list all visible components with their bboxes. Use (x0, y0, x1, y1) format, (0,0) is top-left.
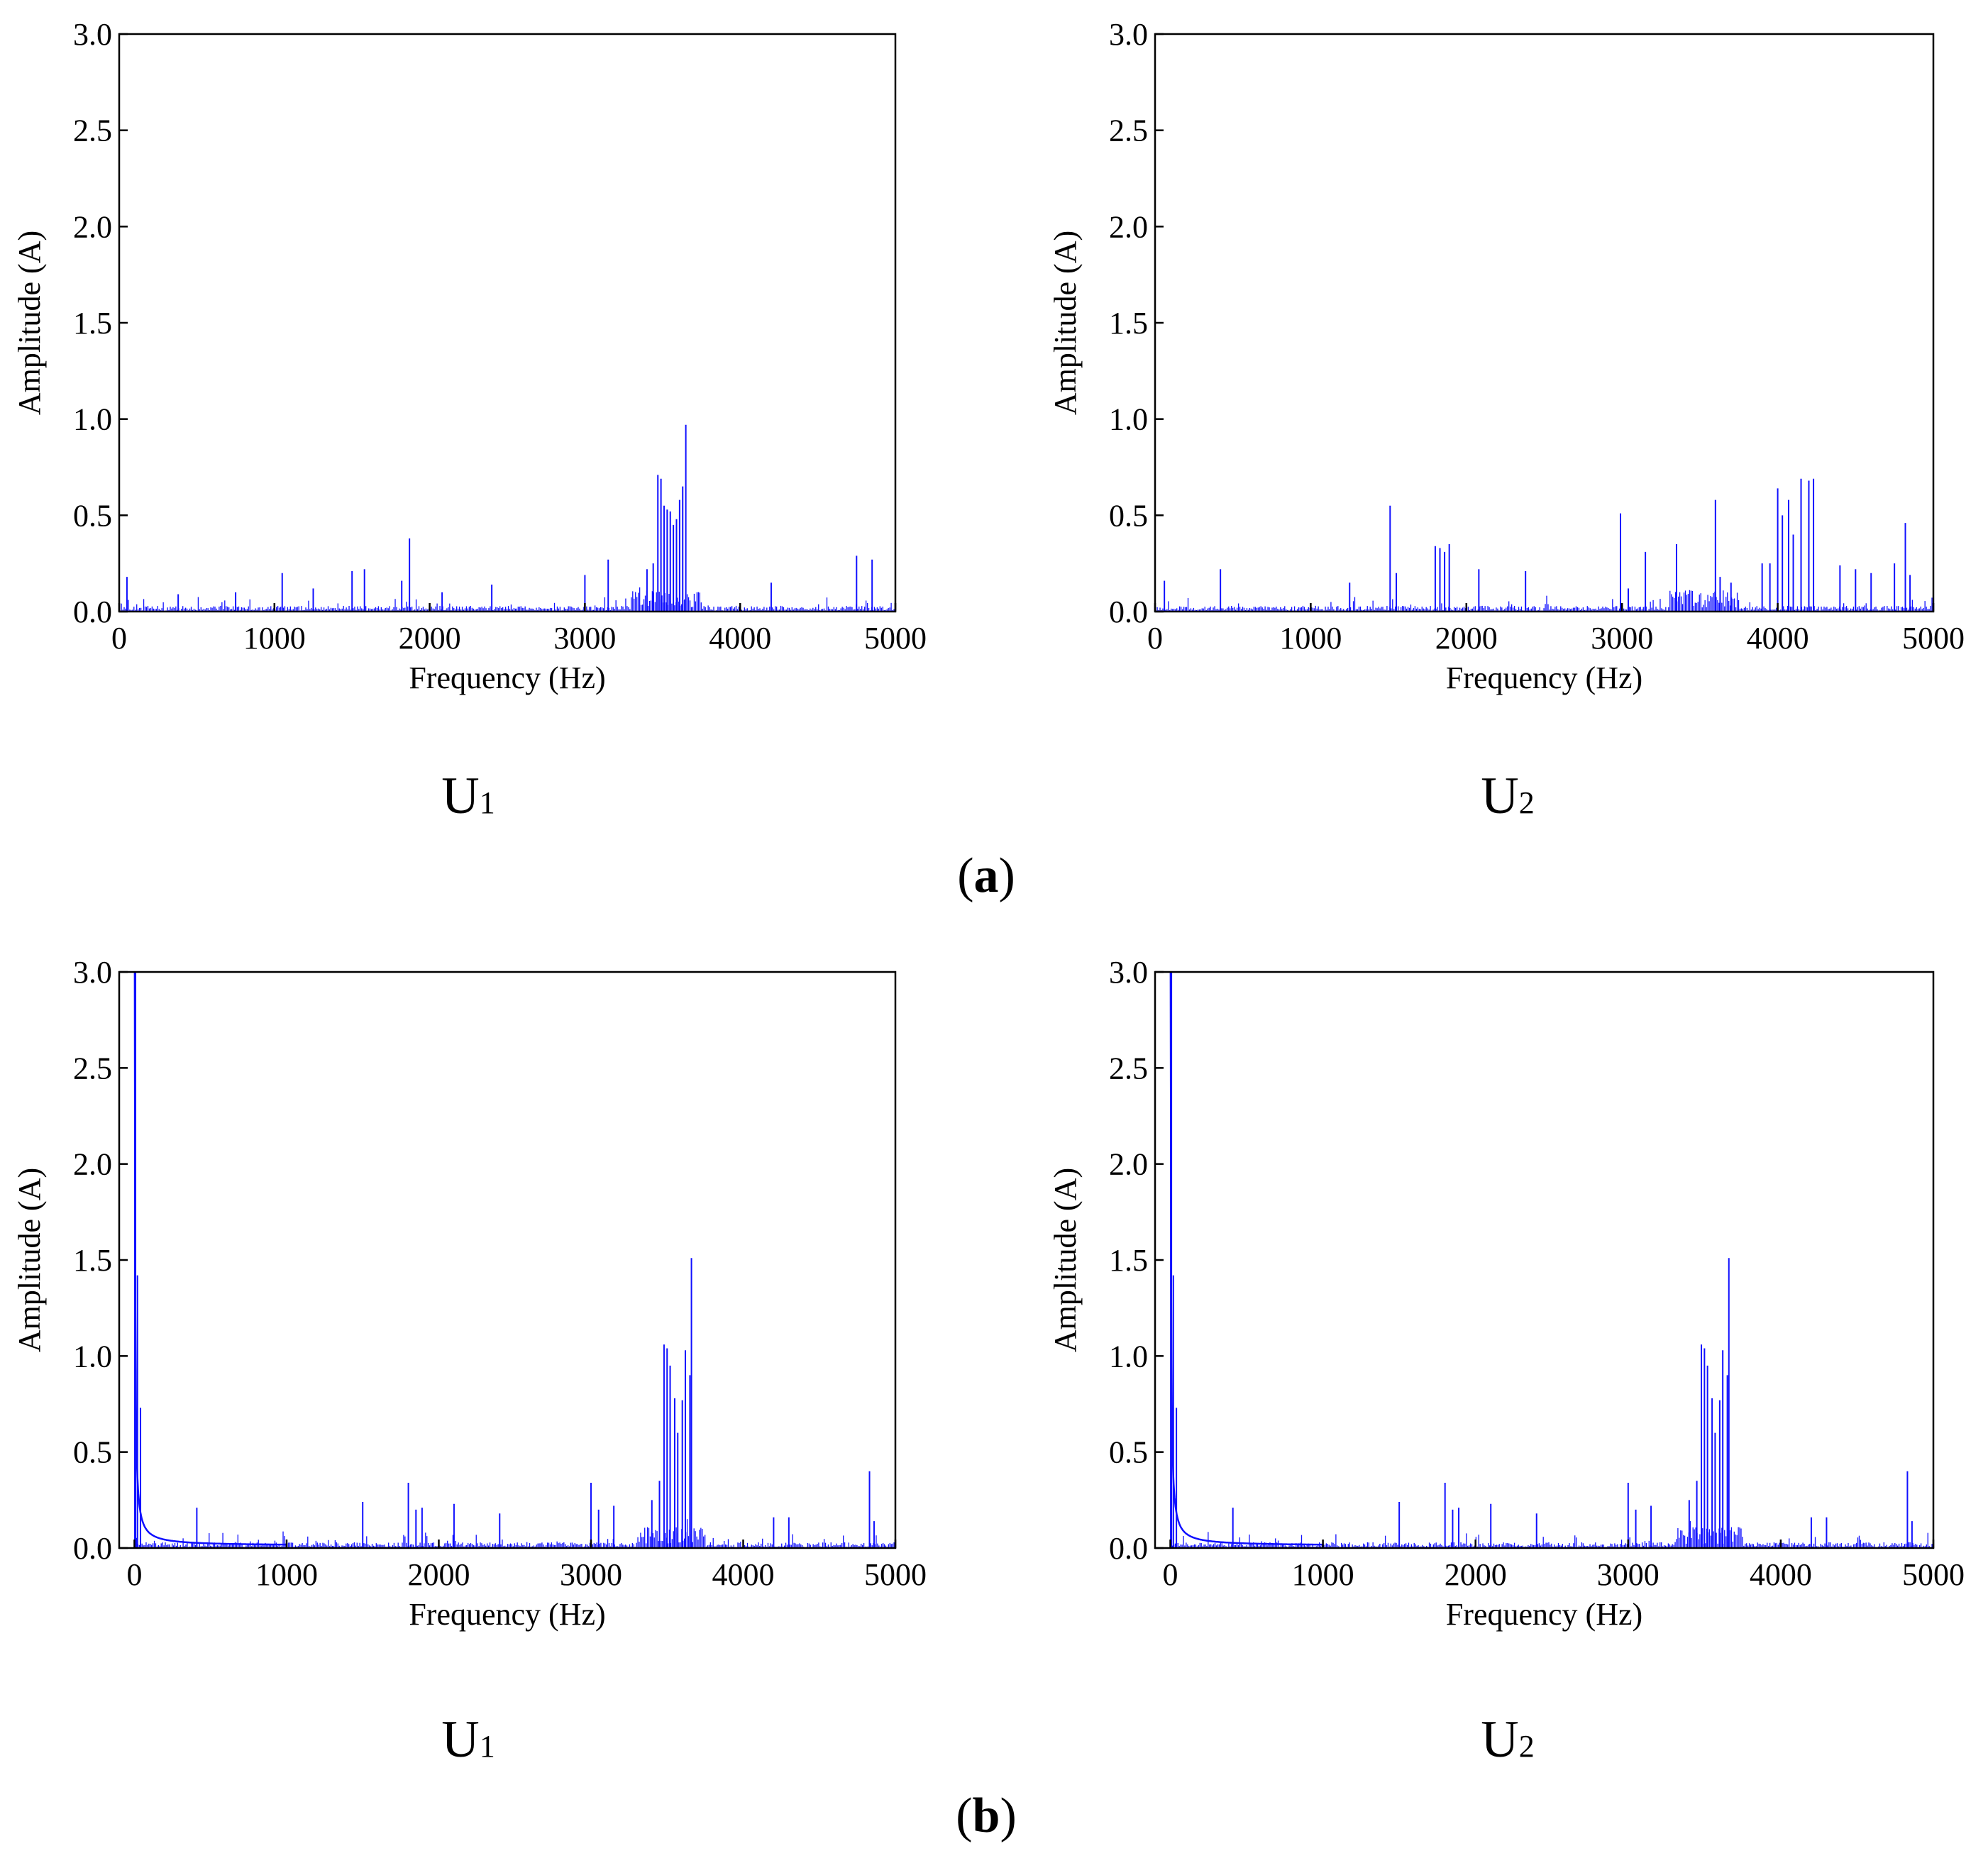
caption-a-u2-main: U (1481, 767, 1519, 825)
x-tick-label: 1000 (243, 621, 306, 656)
caption-b-u1-main: U (441, 1711, 480, 1769)
panel-a-open: ( (957, 849, 974, 903)
x-tick-label: 3000 (1597, 1557, 1660, 1592)
x-tick-label: 0 (111, 621, 127, 656)
x-axis-label: Frequency (Hz) (409, 661, 605, 695)
y-axis-label: Amplitude (A) (1048, 1168, 1083, 1352)
panel-a-close: ) (998, 849, 1015, 903)
plot-frame (1154, 33, 1935, 613)
caption-b-u1: U1 (362, 1710, 575, 1770)
x-axis-label: Frequency (Hz) (1446, 661, 1642, 695)
dc-decay-curve (133, 971, 287, 1546)
x-tick-label: 0 (1163, 1557, 1178, 1592)
caption-b-u2: U2 (1401, 1710, 1614, 1770)
y-tick-label: 2.5 (73, 114, 112, 148)
plot-frame (118, 971, 897, 1549)
caption-a-u2-sub: 2 (1518, 785, 1535, 820)
x-tick-label: 4000 (1750, 1557, 1812, 1592)
y-tick-label: 2.5 (1109, 1051, 1148, 1085)
y-tick-label: 1.0 (73, 1339, 112, 1374)
panel-label-a: (a) (880, 848, 1093, 905)
y-tick-label: 0.0 (73, 1531, 112, 1566)
x-tick-label: 5000 (1902, 621, 1965, 656)
chart-b-u2: 0.0 0.5 1.0 1.5 2.0 2.5 3.0 0 1000 2000 3000 4000 50… (1048, 955, 1965, 1632)
caption-b-u2-main: U (1481, 1711, 1519, 1769)
chart-a-u1: 0.0 0.5 1.0 1.5 2.0 2.5 3.0 0 1000 2000 3000 4000 50… (12, 17, 927, 695)
y-tick-label: 1.5 (1109, 1243, 1148, 1278)
x-tick-label: 4000 (709, 621, 771, 656)
y-tick-label: 2.0 (1109, 209, 1148, 244)
y-tick-label: 0.5 (1109, 1435, 1148, 1470)
x-tick-label: 5000 (864, 621, 927, 656)
plot-frame (1154, 971, 1935, 1549)
x-tick-label: 2000 (1445, 1557, 1507, 1592)
y-tick-label: 0.5 (1109, 498, 1148, 533)
y-tick-label: 2.5 (73, 1051, 112, 1085)
spectrum-peaks (136, 1258, 875, 1548)
y-tick-label: 3.0 (1109, 955, 1148, 990)
y-tick-label: 2.5 (1109, 114, 1148, 148)
x-tick-label: 4000 (1747, 621, 1809, 656)
y-tick-label: 3.0 (73, 17, 112, 52)
x-tick-label: 0 (1147, 621, 1163, 656)
panel-b-close: ) (1000, 1789, 1017, 1843)
y-tick-label: 0.5 (73, 498, 112, 533)
panel-b-open: ( (956, 1789, 973, 1843)
panel-a-letter: a (973, 849, 999, 903)
y-tick-label: 0.0 (73, 595, 112, 629)
x-tick-label: 1000 (1292, 1557, 1354, 1592)
y-tick-label: 0.5 (73, 1435, 112, 1470)
caption-b-u1-sub: 1 (479, 1729, 495, 1764)
x-tick-label: 3000 (553, 621, 616, 656)
y-tick-label: 1.0 (1109, 402, 1148, 437)
x-tick-label: 5000 (864, 1557, 927, 1592)
panel-label-b: (b) (880, 1788, 1093, 1845)
x-tick-label: 4000 (712, 1557, 774, 1592)
y-tick-label: 1.0 (1109, 1339, 1148, 1374)
y-tick-label: 2.0 (73, 209, 112, 244)
plot-frame (118, 33, 897, 613)
y-tick-label: 1.5 (73, 1243, 112, 1278)
x-axis-label: Frequency (Hz) (409, 1597, 605, 1632)
caption-a-u2: U2 (1401, 766, 1614, 827)
y-tick-label: 2.0 (73, 1147, 112, 1182)
chart-b-u1: 0.0 0.5 1.0 1.5 2.0 2.5 3.0 0 1000 2000 3000 4000 50… (12, 955, 927, 1632)
spectrum-peaks (1164, 478, 1911, 612)
y-tick-label: 0.0 (1109, 1531, 1148, 1566)
noise-floor (1155, 590, 1933, 612)
x-tick-label: 2000 (399, 621, 461, 656)
x-tick-label: 0 (126, 1557, 142, 1592)
y-tick-label: 2.0 (1109, 1147, 1148, 1182)
y-axis-label: Amplitude (A) (12, 231, 47, 415)
caption-a-u1-sub: 1 (479, 785, 495, 820)
y-tick-label: 1.5 (1109, 306, 1148, 341)
x-tick-label: 1000 (1279, 621, 1342, 656)
caption-a-u1: U1 (362, 766, 575, 827)
spectrum-peaks (126, 424, 873, 612)
y-tick-label: 1.5 (73, 306, 112, 341)
y-tick-label: 3.0 (1109, 17, 1148, 52)
x-axis-label: Frequency (Hz) (1446, 1597, 1642, 1632)
caption-a-u1-main: U (441, 767, 480, 825)
panel-b-letter: b (972, 1789, 1000, 1843)
chart-a-u2: 0.0 0.5 1.0 1.5 2.0 2.5 3.0 0 1000 2000 3000 4000 50… (1048, 17, 1965, 695)
spectrum-peaks (1172, 1258, 1913, 1548)
x-tick-label: 5000 (1902, 1557, 1965, 1592)
y-tick-label: 3.0 (73, 955, 112, 990)
x-tick-label: 2000 (407, 1557, 470, 1592)
y-tick-label: 1.0 (73, 402, 112, 437)
x-tick-label: 3000 (560, 1557, 622, 1592)
dc-decay-curve (1169, 971, 1323, 1546)
y-tick-label: 0.0 (1109, 595, 1148, 629)
x-tick-label: 3000 (1591, 621, 1653, 656)
caption-b-u2-sub: 2 (1518, 1729, 1535, 1764)
y-axis-label: Amplitude (A) (1048, 231, 1083, 415)
y-axis-label: Amplitude (A) (12, 1168, 47, 1352)
x-tick-label: 2000 (1435, 621, 1498, 656)
x-tick-label: 1000 (255, 1557, 318, 1592)
